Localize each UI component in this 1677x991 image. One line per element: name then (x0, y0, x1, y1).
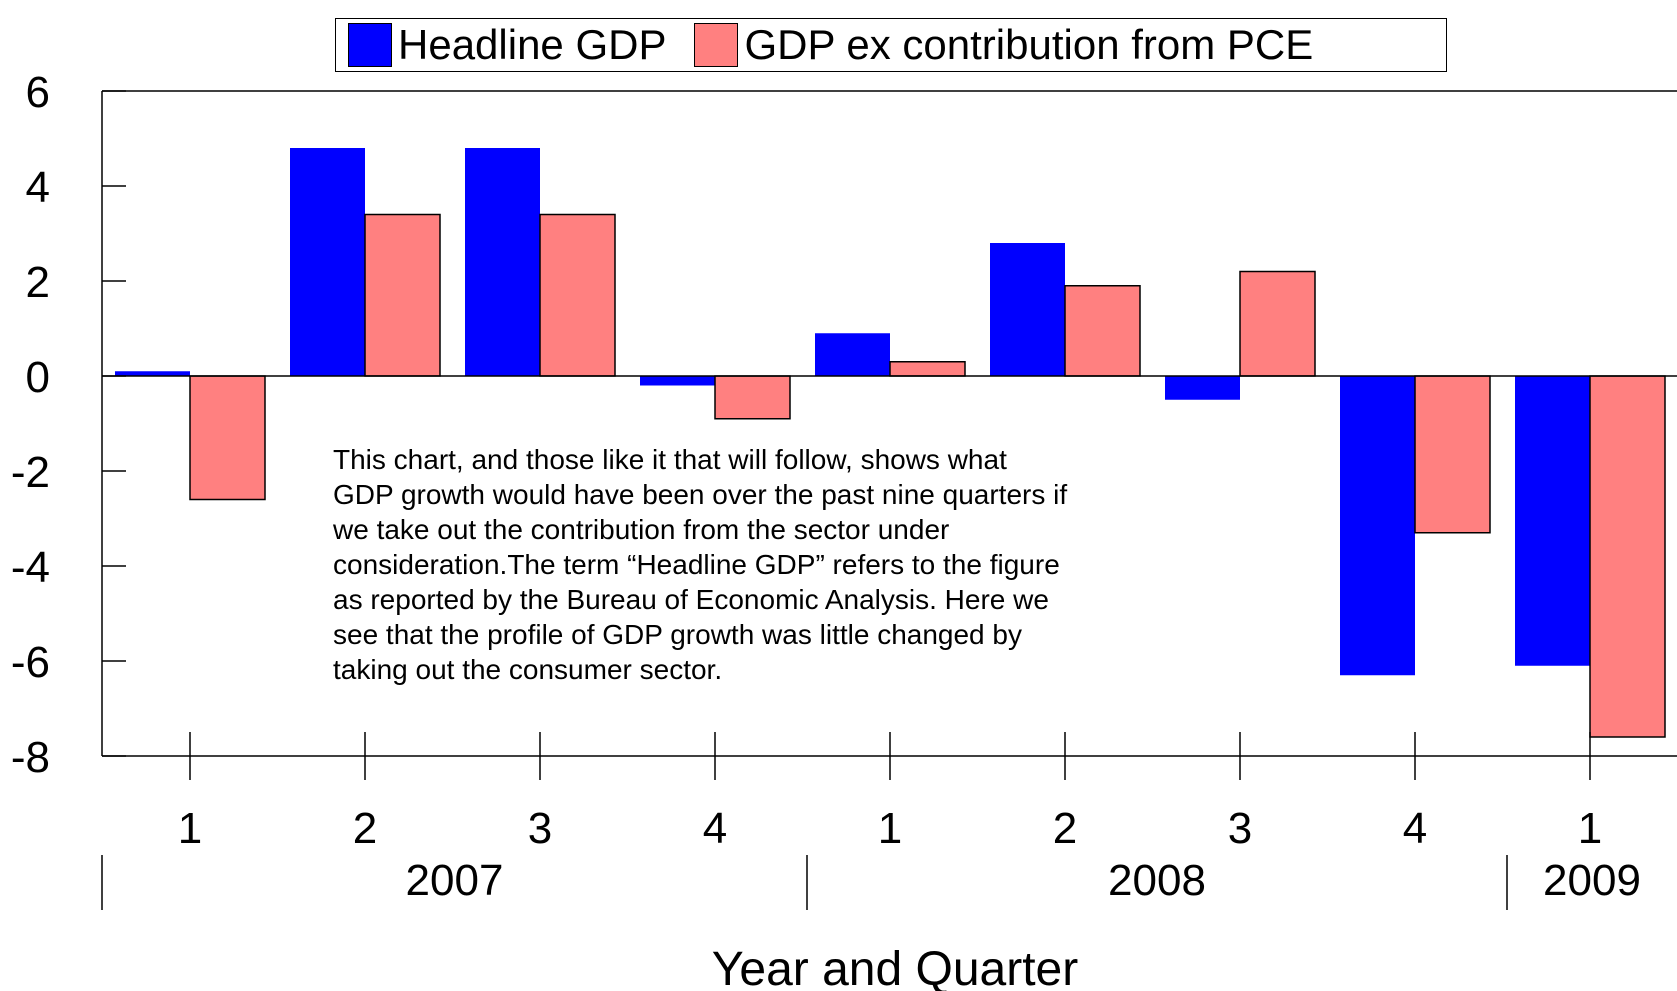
bar-headline-gdp (990, 243, 1065, 376)
annotation-line: we take out the contribution from the se… (333, 514, 950, 545)
legend-label-gdp-ex-pce: GDP ex contribution from PCE (744, 21, 1314, 68)
x-tick-label: 1 (1578, 804, 1602, 853)
chart-annotation: This chart, and those like it that will … (333, 442, 1193, 687)
legend-swatch-gdp-ex-pce (694, 23, 739, 67)
bar-gdp-ex-pce (889, 361, 966, 377)
bar-gdp-ex-pce (539, 213, 616, 377)
bar-headline-gdp (1165, 376, 1240, 400)
year-label: 2007 (406, 856, 504, 905)
legend-label-headline-gdp: Headline GDP (398, 21, 667, 68)
axes-group: 6 4 2 0 -2 -4 -6 -8 1 2 3 4 1 2 3 4 1 2007 2008 2009 (11, 68, 1677, 910)
bar-headline-gdp (1515, 376, 1590, 666)
x-axis-label: Year and Quarter (712, 943, 1078, 991)
x-tick-label: 1 (878, 804, 902, 853)
x-tick-label: 3 (528, 804, 552, 853)
bar-headline-gdp (640, 376, 715, 386)
x-tick-label: 1 (178, 804, 202, 853)
x-tick-label: 2 (1053, 804, 1077, 853)
year-label: 2008 (1108, 856, 1206, 905)
annotation-line: as reported by the Bureau of Economic An… (333, 584, 1049, 615)
y-tick-label: -6 (11, 638, 50, 687)
annotation-line: see that the profile of GDP growth was l… (333, 619, 1022, 650)
annotation-line: taking out the consumer sector. (333, 654, 723, 685)
x-tick-label: 4 (1403, 804, 1427, 853)
bar-gdp-ex-pce (364, 213, 441, 377)
bar-headline-gdp (1340, 376, 1415, 676)
legend-item-headline-gdp: Headline GDP (348, 21, 666, 69)
bar-gdp-ex-pce (714, 375, 791, 420)
legend-swatch-headline-gdp (348, 23, 392, 67)
y-tick-label: -8 (11, 733, 50, 782)
y-tick-label: -2 (11, 448, 50, 497)
bars-group (115, 148, 1666, 738)
bar-headline-gdp (290, 148, 365, 376)
y-tick-label: 4 (26, 163, 50, 212)
bar-headline-gdp (815, 333, 890, 376)
x-tick-label: 3 (1228, 804, 1252, 853)
bar-headline-gdp (465, 148, 540, 376)
y-tick-label: 2 (26, 258, 50, 307)
annotation-line: GDP growth would have been over the past… (333, 479, 1068, 510)
y-tick-label: -4 (11, 543, 50, 592)
year-label: 2009 (1543, 856, 1641, 905)
annotation-line: consideration.The term “Headline GDP” re… (333, 549, 1060, 580)
x-tick-label: 2 (353, 804, 377, 853)
x-tick-label: 4 (703, 804, 727, 853)
bar-gdp-ex-pce (189, 375, 266, 501)
annotation-line: This chart, and those like it that will … (333, 444, 1007, 475)
bar-gdp-ex-pce (1589, 375, 1666, 738)
y-tick-label: 0 (26, 353, 50, 402)
bar-gdp-ex-pce (1064, 285, 1141, 377)
legend: Headline GDP GDP ex contribution from PC… (335, 18, 1447, 72)
y-tick-label: 6 (26, 68, 50, 117)
legend-item-gdp-ex-pce: GDP ex contribution from PCE (694, 21, 1313, 69)
bar-gdp-ex-pce (1414, 375, 1491, 534)
bar-headline-gdp (115, 371, 190, 376)
bar-gdp-ex-pce (1239, 270, 1316, 377)
